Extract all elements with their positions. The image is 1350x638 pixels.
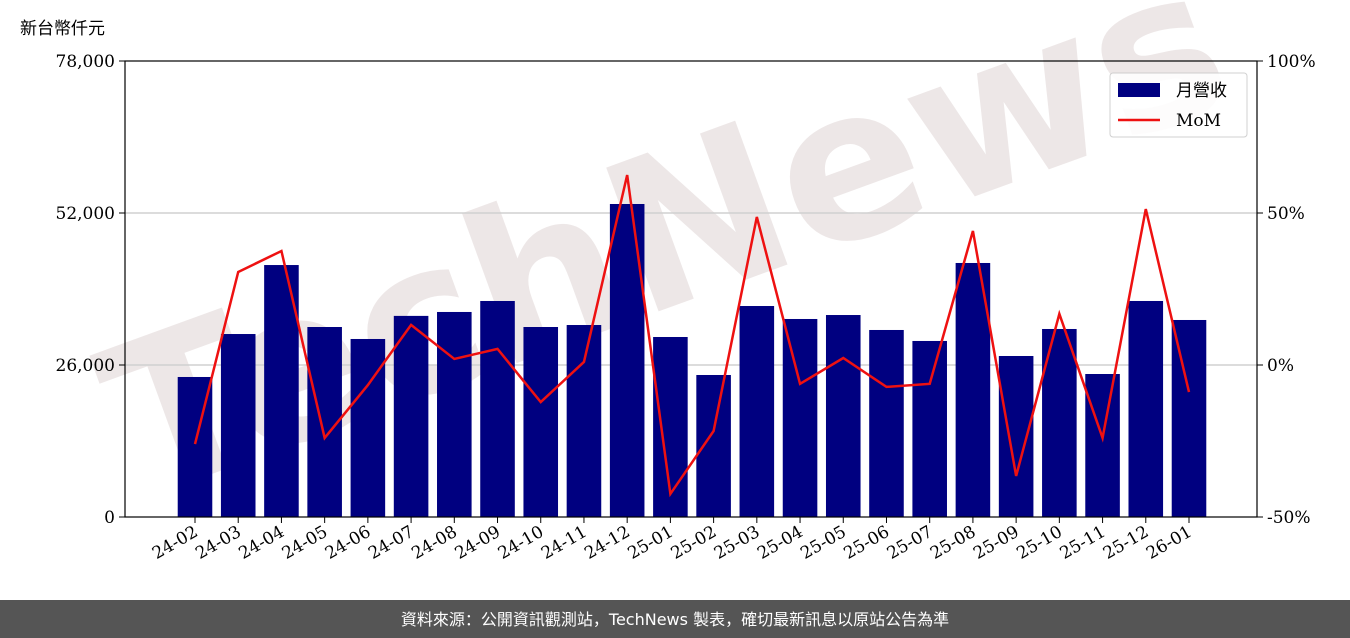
legend-swatch (1118, 83, 1160, 97)
bar (220, 334, 256, 517)
y-tick-label: 52,000 (56, 204, 115, 224)
x-tick-label: 25-03 (711, 522, 763, 564)
legend-label: MoM (1176, 111, 1221, 131)
x-tick-label: 24-11 (538, 522, 590, 564)
bar (739, 306, 775, 517)
x-tick-label: 24-05 (279, 522, 331, 564)
bar (955, 262, 991, 517)
bar (1085, 374, 1120, 517)
bar (696, 374, 731, 517)
y2-tick-label: 0% (1267, 356, 1294, 376)
bar (566, 325, 602, 517)
bar (1171, 319, 1207, 517)
x-tick-label: 24-04 (235, 522, 287, 564)
x-tick-label: 25-08 (927, 522, 979, 564)
x-tick-label: 26-01 (1143, 522, 1195, 564)
bar (1128, 300, 1164, 517)
bar (523, 327, 559, 517)
x-tick-label: 25-11 (1057, 522, 1109, 564)
bar (393, 315, 429, 517)
y-tick-label: 78,000 (56, 52, 115, 72)
x-tick-label: 24-12 (581, 522, 633, 564)
y-axis-label: 新台幣仟元 (20, 19, 105, 39)
x-tick-label: 25-07 (884, 522, 936, 564)
bar (480, 300, 515, 517)
bar (869, 329, 904, 517)
y2-tick-label: 50% (1267, 204, 1305, 224)
bar (912, 340, 947, 517)
x-tick-label: 25-01 (624, 522, 676, 564)
footer-bar (0, 600, 1350, 638)
plot-frame (124, 60, 1258, 518)
x-tick-label: 25-04 (754, 522, 806, 564)
x-tick-label: 24-09 (452, 522, 504, 564)
y-tick-label: 26,000 (56, 356, 115, 376)
x-tick-label: 24-06 (322, 522, 374, 564)
x-tick-label: 25-09 (970, 522, 1022, 564)
legend-label: 月營收 (1176, 81, 1227, 101)
bar (782, 318, 818, 517)
y-tick-label: 0 (104, 508, 115, 528)
x-tick-label: 25-10 (1013, 522, 1065, 564)
bar (350, 338, 386, 517)
y2-tick-label: -50% (1267, 508, 1311, 528)
y2-tick-label: 100% (1267, 52, 1316, 72)
bar (437, 311, 472, 517)
bar (264, 265, 299, 517)
x-tick-label: 25-12 (1100, 522, 1152, 564)
x-tick-label: 25-02 (668, 522, 720, 564)
bar (998, 355, 1034, 517)
footer: 資料來源：公開資訊觀測站，TechNews 製表，確切最新訊息以原站公告為準 (401, 610, 949, 629)
x-tick-label: 24-08 (408, 522, 460, 564)
x-tick-label: 24-10 (495, 522, 547, 564)
x-tick-label: 24-07 (365, 522, 417, 564)
mom-line (193, 174, 1191, 498)
x-tick-label: 25-06 (841, 522, 893, 564)
bar (609, 203, 645, 517)
bar (825, 315, 861, 517)
x-tick-label: 25-05 (797, 522, 849, 564)
